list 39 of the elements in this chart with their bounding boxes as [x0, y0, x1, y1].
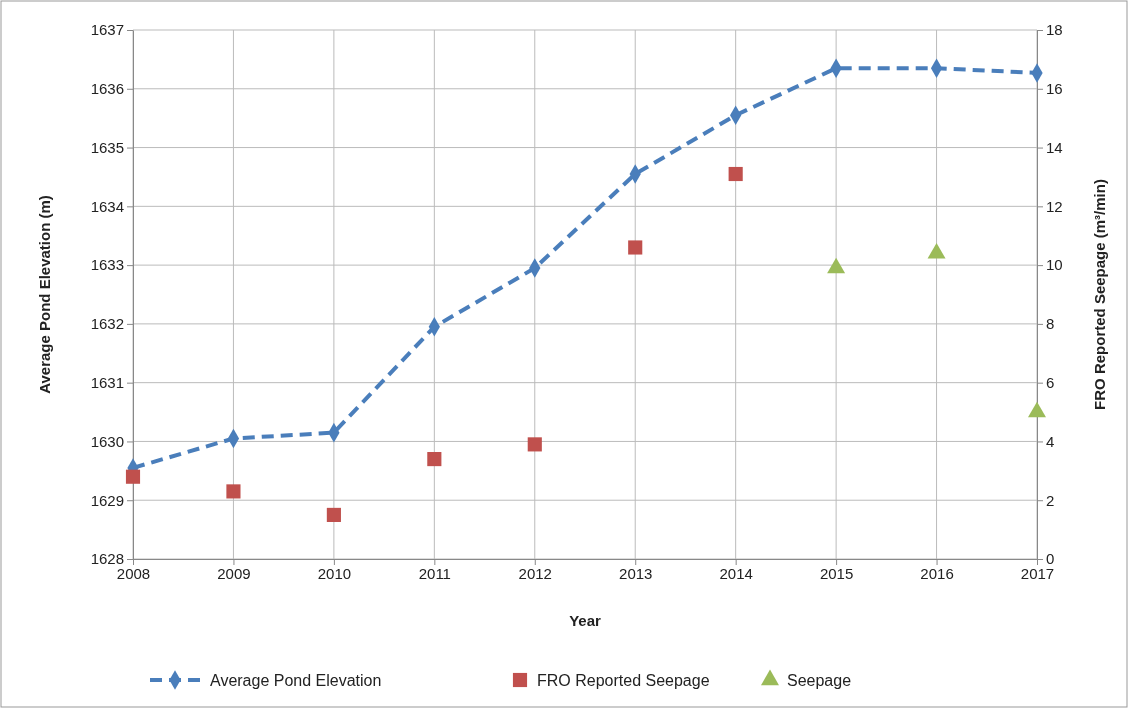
x-tick-label: 2013: [619, 564, 653, 582]
y-tick-label: 1636: [90, 80, 124, 98]
y2-tick-label: 18: [1046, 21, 1063, 39]
point: [527, 437, 542, 452]
x-axis-title: Year: [569, 612, 602, 629]
point: [427, 452, 442, 467]
x-tick-label: 2012: [518, 564, 552, 582]
point: [728, 166, 743, 182]
x-tick-label: 2009: [217, 564, 251, 582]
y-tick-label: 1634: [90, 197, 124, 215]
y-tick-label: 1630: [90, 432, 124, 450]
point: [628, 240, 643, 255]
y-tick-label: 1635: [90, 138, 124, 156]
point: [226, 484, 241, 499]
y-tick-label: 1633: [90, 256, 124, 274]
x-tick-label: 2015: [819, 564, 854, 582]
legend-label: FRO Reported Seepage: [537, 671, 710, 689]
legend-label: Seepage: [787, 671, 852, 689]
point: [326, 507, 341, 522]
y-axis-title: Average Pond Elevation (m): [36, 195, 53, 394]
y-tick-label: 1637: [90, 21, 124, 39]
y2-tick-label: 4: [1046, 432, 1055, 450]
y2-tick-label: 10: [1046, 256, 1063, 274]
y-tick-label: 1632: [90, 315, 124, 333]
y2-axis-title: FRO Reported Seepage (m³/min): [1091, 179, 1108, 410]
x-tick-label: 2014: [719, 564, 753, 582]
y2-tick-label: 6: [1046, 373, 1055, 391]
y2-tick-label: 8: [1046, 315, 1055, 333]
x-tick-label: 2016: [920, 564, 954, 582]
y2-tick-label: 14: [1046, 138, 1063, 156]
legend-label: Average Pond Elevation: [210, 671, 382, 689]
y2-tick-label: 2: [1046, 491, 1055, 509]
y-tick-label: 1629: [90, 491, 124, 509]
y2-tick-label: 12: [1046, 197, 1063, 215]
x-tick-label: 2010: [317, 564, 352, 582]
point: [125, 469, 141, 484]
y2-tick-label: 16: [1046, 80, 1063, 98]
x-tick-label: 2011: [418, 564, 451, 582]
y-tick-label: 1631: [90, 373, 124, 391]
